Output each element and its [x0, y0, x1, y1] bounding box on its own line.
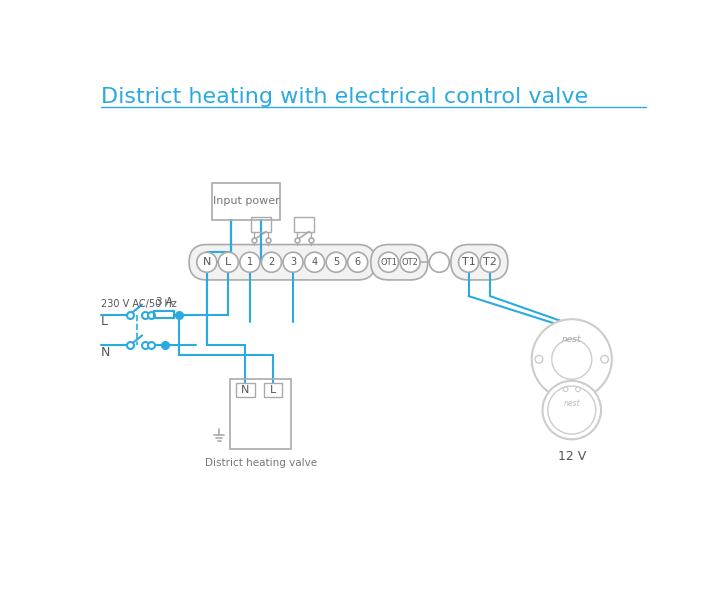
- Circle shape: [430, 252, 449, 272]
- Text: 12 V: 12 V: [558, 450, 586, 463]
- Circle shape: [542, 381, 601, 440]
- Circle shape: [348, 252, 368, 272]
- Circle shape: [601, 355, 609, 363]
- Bar: [230, 380, 291, 448]
- Text: 4: 4: [312, 257, 317, 267]
- Circle shape: [326, 252, 346, 272]
- Circle shape: [283, 252, 303, 272]
- Circle shape: [535, 355, 543, 363]
- Text: L: L: [270, 385, 276, 395]
- Text: 2: 2: [269, 257, 274, 267]
- Circle shape: [197, 252, 217, 272]
- Text: OT1: OT1: [380, 258, 397, 267]
- Circle shape: [459, 252, 478, 272]
- Circle shape: [400, 252, 420, 272]
- Circle shape: [552, 339, 592, 380]
- Text: 230 V AC/50 Hz: 230 V AC/50 Hz: [100, 299, 176, 309]
- Circle shape: [480, 252, 500, 272]
- Text: 3: 3: [290, 257, 296, 267]
- Text: District heating valve: District heating valve: [205, 458, 317, 468]
- Bar: [294, 217, 314, 232]
- FancyBboxPatch shape: [371, 245, 428, 280]
- Circle shape: [531, 319, 612, 399]
- FancyBboxPatch shape: [451, 245, 508, 280]
- Bar: [212, 183, 280, 220]
- Text: Input power: Input power: [213, 197, 280, 206]
- Text: L: L: [225, 257, 232, 267]
- Bar: [250, 217, 271, 232]
- Text: N: N: [100, 346, 110, 359]
- Text: N: N: [241, 385, 250, 395]
- Circle shape: [261, 252, 282, 272]
- Text: nest: nest: [563, 399, 580, 409]
- Circle shape: [379, 252, 398, 272]
- Text: nest: nest: [562, 335, 582, 344]
- Text: 3 A: 3 A: [156, 298, 173, 307]
- Text: N: N: [202, 257, 211, 267]
- Text: 5: 5: [333, 257, 339, 267]
- Circle shape: [563, 387, 568, 391]
- Circle shape: [576, 387, 580, 391]
- Text: L: L: [100, 315, 108, 328]
- Bar: [264, 383, 282, 397]
- Text: 1: 1: [247, 257, 253, 267]
- Text: 6: 6: [355, 257, 361, 267]
- Text: OT2: OT2: [402, 258, 419, 267]
- Circle shape: [240, 252, 260, 272]
- Text: District heating with electrical control valve: District heating with electrical control…: [100, 87, 587, 107]
- Text: T1: T1: [462, 257, 475, 267]
- FancyBboxPatch shape: [189, 245, 376, 280]
- Text: T2: T2: [483, 257, 497, 267]
- Circle shape: [547, 386, 596, 434]
- Circle shape: [218, 252, 238, 272]
- Bar: [236, 383, 255, 397]
- Circle shape: [304, 252, 325, 272]
- Bar: [154, 311, 175, 318]
